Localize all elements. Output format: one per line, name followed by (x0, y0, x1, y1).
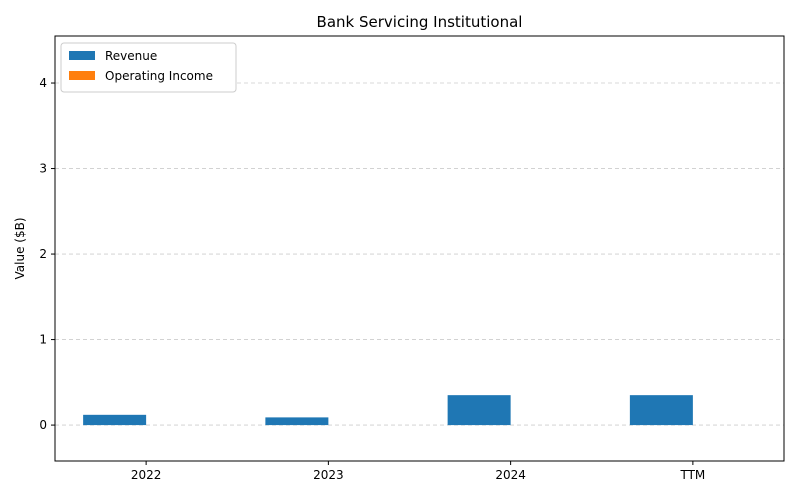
chart-title: Bank Servicing Institutional (317, 13, 523, 31)
legend-label: Operating Income (105, 69, 213, 83)
legend-label: Revenue (105, 49, 157, 63)
axes-frame (54, 35, 785, 462)
bar-revenue-2022 (83, 414, 147, 426)
y-axis-label: Value ($B) (13, 218, 27, 280)
x-axis: 2022 2023 2024 TTM (131, 461, 705, 482)
y-tick-label: 2 (39, 247, 47, 261)
legend: Revenue Operating Income (60, 42, 237, 93)
x-tick-label: 2024 (495, 468, 526, 482)
x-tick-label: 2023 (313, 468, 344, 482)
y-axis: 0 1 2 3 4 (39, 76, 55, 432)
y-tick-label: 0 (39, 418, 47, 432)
legend-swatch (69, 71, 95, 80)
bars (83, 395, 693, 426)
legend-swatch (69, 51, 95, 60)
y-tick-label: 3 (39, 162, 47, 176)
y-tick-label: 4 (39, 76, 47, 90)
x-tick-label: TTM (679, 468, 705, 482)
bar-revenue-2024 (447, 395, 511, 426)
x-tick-label: 2022 (131, 468, 162, 482)
grid (55, 82, 784, 426)
bar-revenue-ttm (629, 395, 693, 426)
y-tick-label: 1 (39, 333, 47, 347)
bar-revenue-2023 (265, 417, 329, 426)
legend-box (60, 42, 237, 93)
